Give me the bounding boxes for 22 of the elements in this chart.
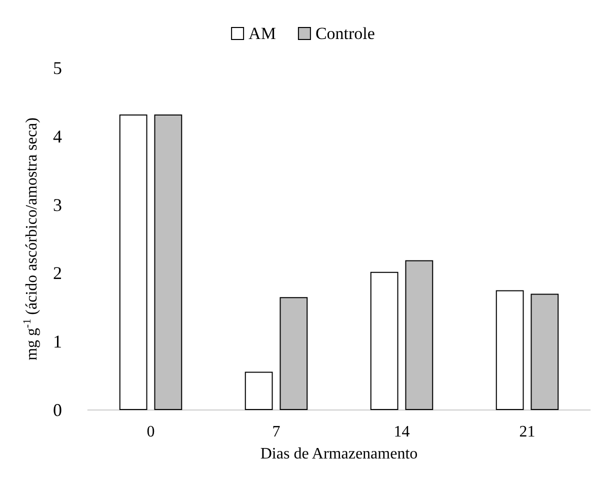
y-tick-label: 3 (53, 194, 62, 215)
y-tick-label: 2 (53, 263, 62, 284)
bar (119, 114, 148, 410)
x-tick-label: 7 (272, 424, 280, 440)
x-tick-label: 0 (146, 424, 155, 440)
bar (370, 272, 398, 410)
y-tick-label: 1 (53, 332, 62, 352)
bar (496, 290, 524, 410)
bar (154, 114, 182, 410)
bar (405, 260, 434, 410)
y-tick-label: 0 (53, 400, 62, 420)
x-axis-title: Dias de Armazenamento (260, 446, 418, 462)
x-tick-label: 14 (394, 424, 410, 440)
y-axis-title: mg g-1 (ácido ascórbico/amostra seca) (22, 118, 41, 360)
y-tick-label: 4 (53, 126, 62, 146)
bar (280, 297, 308, 410)
legend-label: Controle (315, 24, 375, 43)
legend-label: AM (248, 24, 276, 43)
x-tick-label: 21 (519, 424, 536, 440)
bar (530, 294, 559, 410)
y-tick-label: 5 (53, 58, 62, 78)
bar (244, 372, 273, 410)
